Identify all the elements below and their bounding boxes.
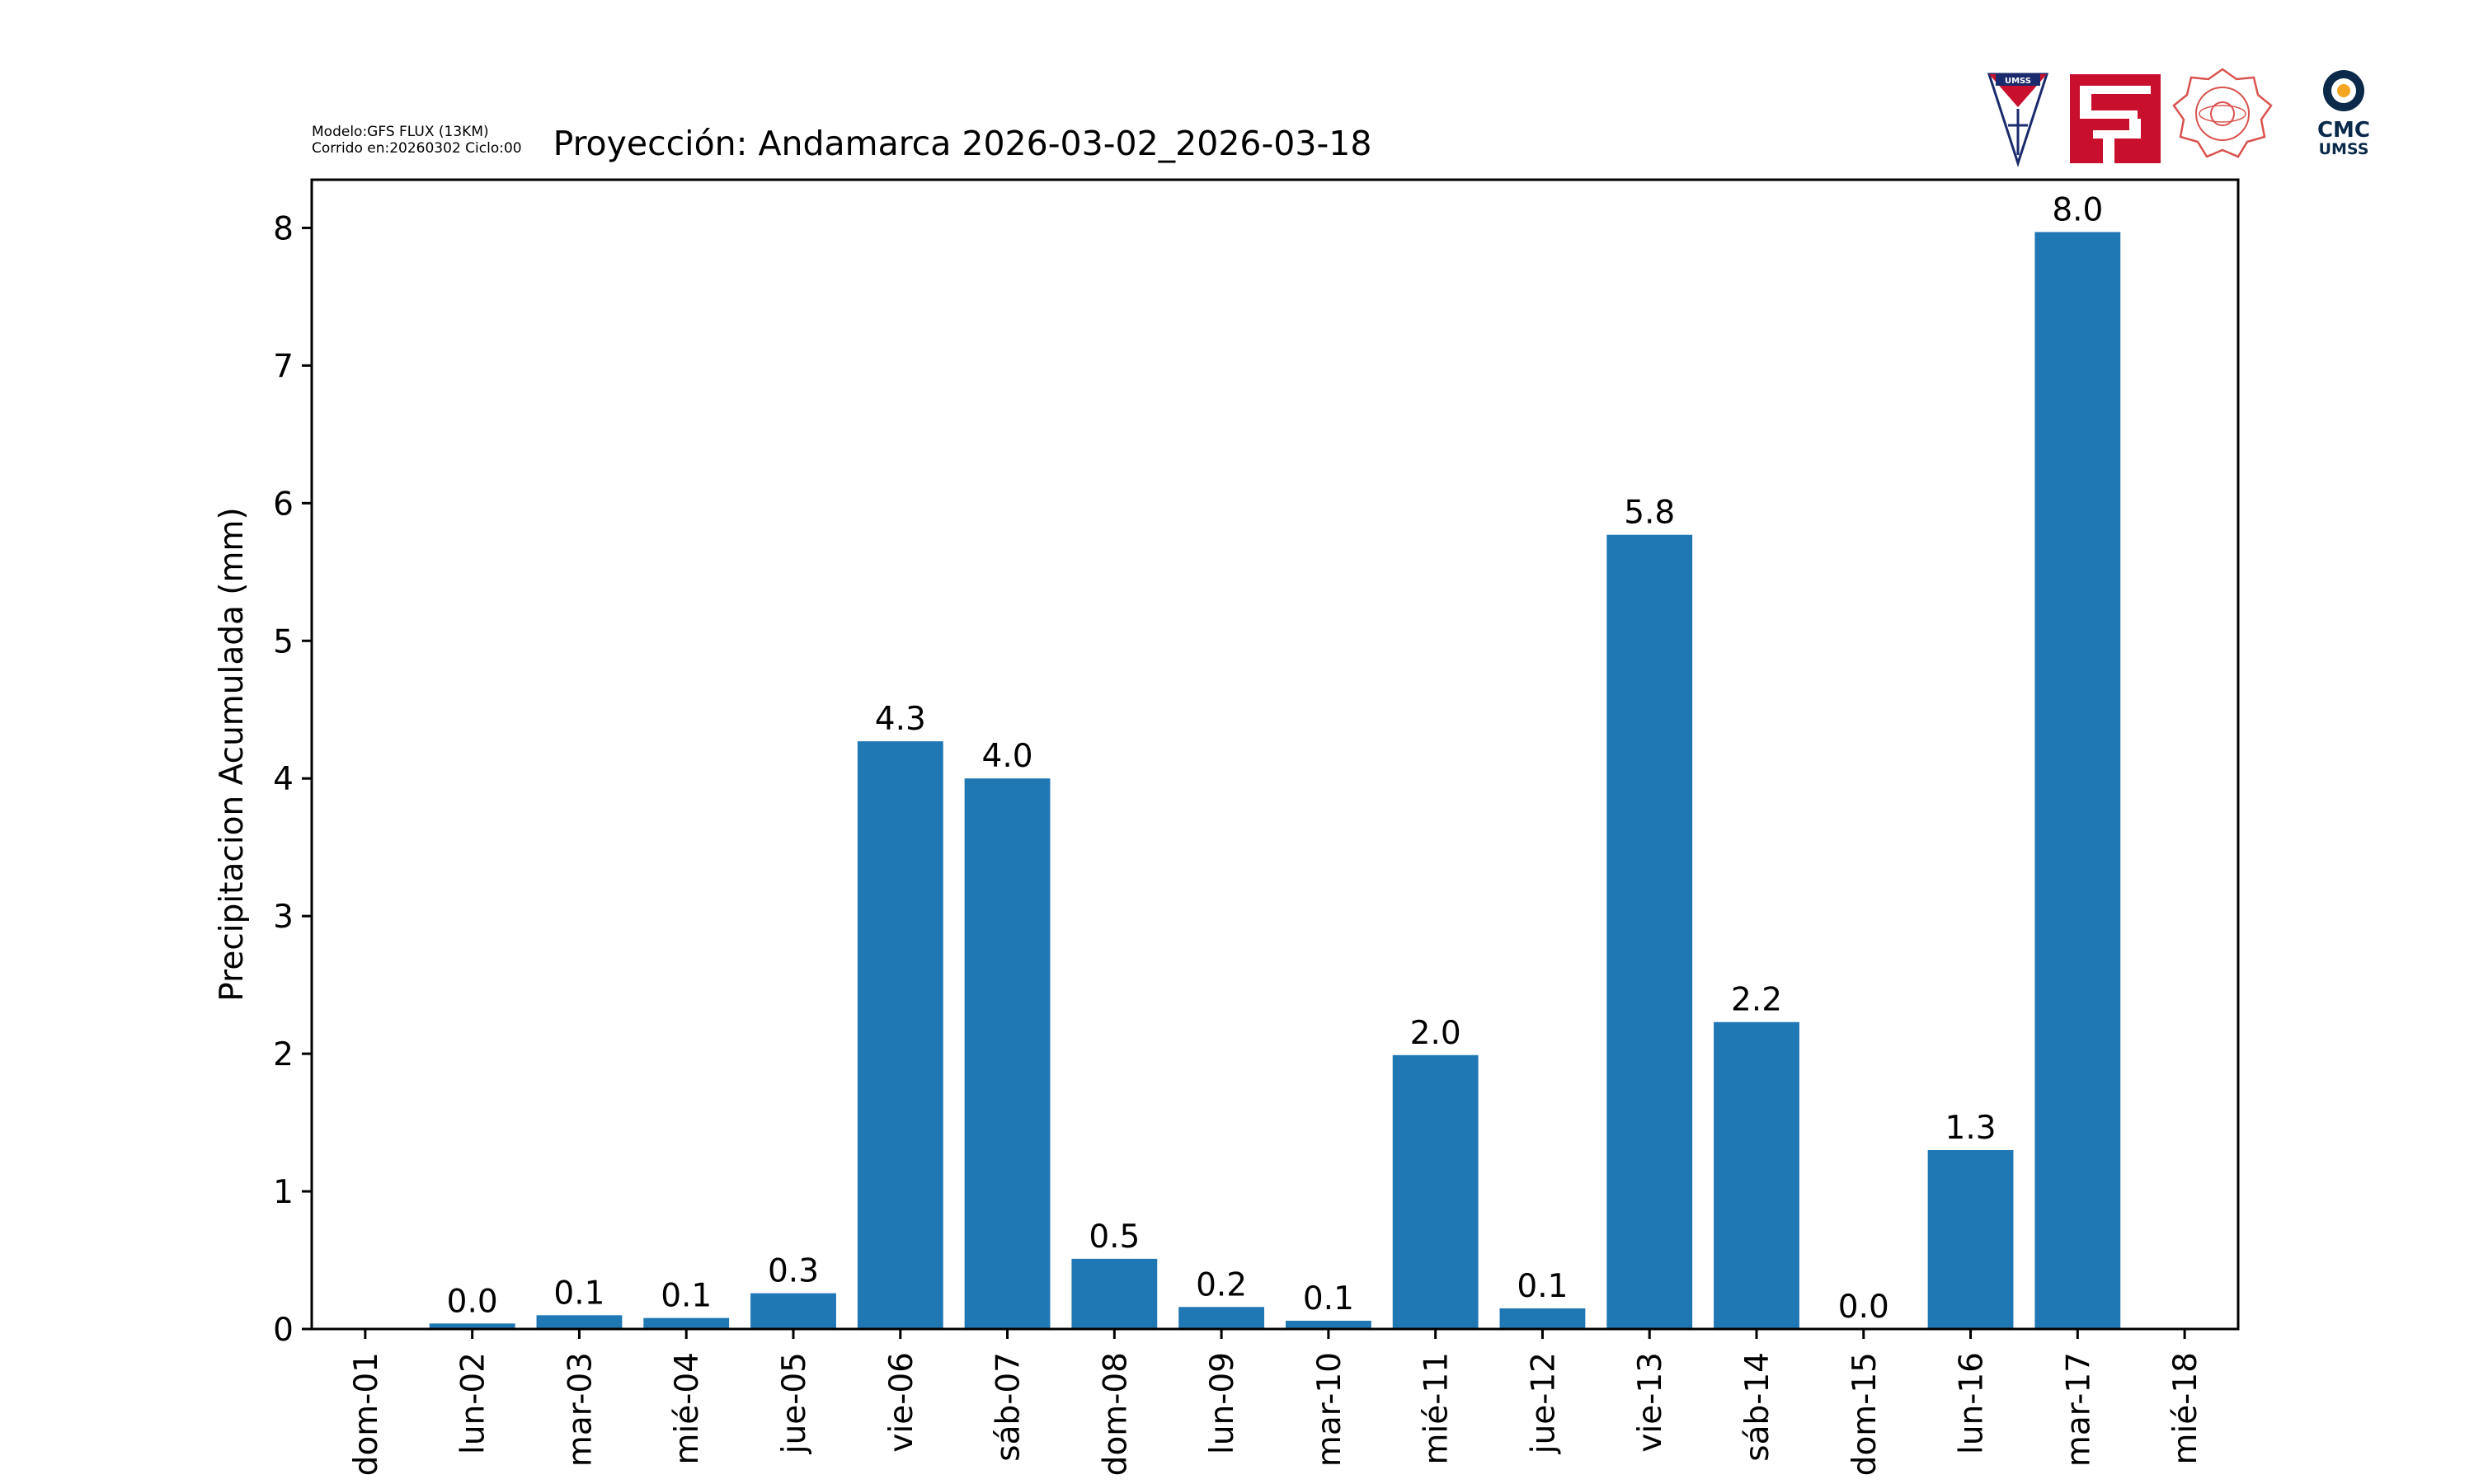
bar-mar-17 bbox=[2034, 232, 2121, 1330]
bar-value-label: 5.8 bbox=[1624, 495, 1675, 532]
x-tick-label: mié-18 bbox=[2167, 1352, 2204, 1465]
x-tick-label: vie-13 bbox=[1632, 1352, 1669, 1453]
bar-value-label: 1.3 bbox=[1945, 1110, 1997, 1147]
bar-value-label: 4.3 bbox=[875, 701, 926, 738]
x-tick-label: sáb-07 bbox=[990, 1352, 1028, 1462]
y-tick-label: 6 bbox=[273, 486, 294, 523]
bar-value-label: 0.5 bbox=[1089, 1219, 1140, 1256]
bar-value-label: 0.2 bbox=[1196, 1266, 1247, 1303]
bars-layer bbox=[429, 232, 2121, 1330]
institution-logos: UMSS CMC UMSS bbox=[1987, 68, 2370, 167]
x-tick-label: jue-05 bbox=[776, 1352, 813, 1454]
bar-value-label: 2.2 bbox=[1731, 982, 1782, 1019]
x-tick-label: sáb-14 bbox=[1739, 1352, 1776, 1462]
x-tick-label: lun-09 bbox=[1204, 1352, 1241, 1454]
bar-mié-04 bbox=[643, 1317, 730, 1329]
bar-value-label: 2.0 bbox=[1410, 1015, 1461, 1052]
x-tick-label: dom-08 bbox=[1097, 1352, 1134, 1476]
bar-value-label: 4.0 bbox=[982, 738, 1033, 775]
y-tick-label: 7 bbox=[273, 348, 294, 385]
bar-value-label: 0.3 bbox=[768, 1253, 819, 1290]
x-tick-label: lun-16 bbox=[1954, 1352, 1991, 1454]
bar-sáb-07 bbox=[964, 778, 1051, 1329]
bar-value-label: 8.0 bbox=[2052, 191, 2103, 228]
x-tick-label: dom-01 bbox=[348, 1352, 385, 1476]
run-info-line: Corrido en:20260302 Ciclo:00 bbox=[312, 140, 522, 157]
x-tick-label: mar-03 bbox=[562, 1352, 599, 1467]
bar-value-label: 0.0 bbox=[1838, 1289, 1889, 1326]
cmc-logo-subtext: UMSS bbox=[2319, 140, 2369, 158]
bar-value-label: 0.0 bbox=[447, 1283, 498, 1320]
y-axis-ticks: 0 1 2 3 4 5 6 7 8 bbox=[273, 210, 312, 1349]
y-tick-label: 0 bbox=[273, 1312, 294, 1349]
x-tick-label: mié-11 bbox=[1418, 1352, 1456, 1465]
y-axis-label: Precipitacion Acumulada (mm) bbox=[214, 507, 251, 1001]
x-tick-label: vie-06 bbox=[883, 1352, 920, 1453]
y-tick-label: 5 bbox=[273, 623, 294, 660]
physics-department-seal bbox=[2172, 68, 2273, 158]
model-info: Modelo:GFS FLUX (13KM) bbox=[312, 124, 489, 140]
bar-mar-10 bbox=[1285, 1320, 1371, 1329]
y-tick-label: 3 bbox=[273, 899, 294, 936]
bar-mar-03 bbox=[536, 1315, 623, 1329]
bar-mié-11 bbox=[1392, 1054, 1479, 1329]
bar-jue-05 bbox=[750, 1293, 836, 1329]
x-tick-label: lun-02 bbox=[455, 1352, 492, 1454]
bar-lun-02 bbox=[429, 1323, 515, 1329]
bar-vie-13 bbox=[1606, 534, 1693, 1329]
x-tick-label: jue-12 bbox=[1525, 1352, 1562, 1454]
y-tick-label: 1 bbox=[273, 1174, 294, 1211]
bar-value-label: 0.1 bbox=[661, 1278, 712, 1315]
value-labels-layer: 0.0 0.1 0.1 0.3 4.3 4.0 0.5 0.2 0.1 2.0 0.1 5.8 2.2 0… bbox=[447, 191, 2104, 1326]
bar-lun-09 bbox=[1178, 1307, 1265, 1329]
cmc-umss-logo: CMC UMSS bbox=[2317, 70, 2370, 158]
bar-sáb-14 bbox=[1714, 1021, 1799, 1329]
chart-title: Proyección: Andamarca 2026-03-02_2026-03… bbox=[553, 124, 1372, 163]
bar-value-label: 0.1 bbox=[1517, 1268, 1568, 1305]
bar-dom-08 bbox=[1071, 1258, 1158, 1329]
plot-frame bbox=[310, 178, 2240, 1331]
bar-value-label: 0.1 bbox=[553, 1275, 604, 1312]
bar-value-label: 0.1 bbox=[1303, 1280, 1354, 1317]
y-tick-label: 2 bbox=[273, 1036, 294, 1073]
y-tick-label: 4 bbox=[273, 761, 294, 798]
x-axis-ticks: dom-01 lun-02 mar-03 mié-04 jue-05 vie-06 sáb-… bbox=[348, 1329, 2204, 1476]
run-info: Modelo:GFS FLUX (13KM) Corrido en:202603… bbox=[312, 124, 522, 157]
cmc-logo-text: CMC bbox=[2317, 118, 2370, 143]
faculty-logo bbox=[2070, 74, 2161, 163]
umss-logo-text: UMSS bbox=[2005, 77, 2031, 86]
bar-vie-06 bbox=[857, 741, 943, 1329]
y-tick-label: 8 bbox=[273, 210, 294, 247]
x-tick-label: dom-15 bbox=[1846, 1352, 1884, 1476]
x-tick-label: mar-10 bbox=[1311, 1352, 1348, 1467]
umss-shield-logo: UMSS bbox=[1987, 73, 2049, 167]
x-tick-label: mié-04 bbox=[669, 1352, 706, 1465]
bar-jue-12 bbox=[1499, 1308, 1586, 1329]
x-tick-label: mar-17 bbox=[2060, 1352, 2097, 1467]
bar-lun-16 bbox=[1927, 1149, 2014, 1329]
